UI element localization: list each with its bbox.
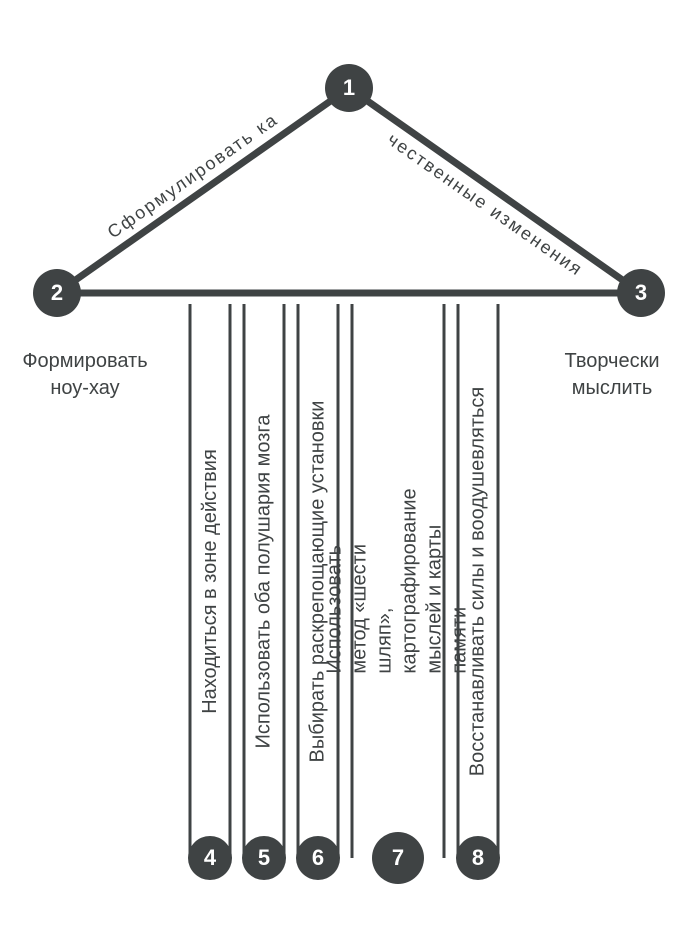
node-3: 3 (617, 269, 665, 317)
caption-left-line1: Формировать (0, 348, 175, 375)
caption-right-line2: мыслить (522, 375, 698, 402)
node-2-number: 2 (51, 280, 63, 306)
diagram-root: Сформулировать ка чественные изменения 1… (0, 0, 698, 934)
node-5-number: 5 (258, 845, 270, 871)
column-8: Восстанавливать силы и воодушевляться (458, 304, 498, 858)
node-8-number: 8 (472, 845, 484, 871)
node-7: 7 (372, 832, 424, 884)
caption-right: Творчески мыслить (522, 348, 698, 402)
node-1-number: 1 (343, 75, 355, 101)
node-4: 4 (188, 836, 232, 880)
column-7-text: Использовать метод «шести шляп», картогр… (323, 488, 473, 673)
caption-left-line2: ноу-хау (0, 375, 175, 402)
column-7: Использовать метод «шести шляп», картогр… (352, 304, 444, 858)
column-5-text: Использовать оба полушария мозга (253, 414, 276, 748)
node-5: 5 (242, 836, 286, 880)
node-7-number: 7 (392, 845, 404, 871)
node-6-number: 6 (312, 845, 324, 871)
triangle-label-left: Сформулировать ка (103, 109, 282, 243)
column-5: Использовать оба полушария мозга (244, 304, 284, 858)
caption-right-line1: Творчески (522, 348, 698, 375)
node-3-number: 3 (635, 280, 647, 306)
node-8: 8 (456, 836, 500, 880)
node-6: 6 (296, 836, 340, 880)
column-7-text-line1: Использовать метод «шести шляп», (323, 488, 398, 673)
connector-lines (0, 0, 698, 934)
triangle-label-right: чественные изменения (383, 129, 587, 281)
caption-left: Формировать ноу-хау (0, 348, 175, 402)
node-1: 1 (325, 64, 373, 112)
column-8-text: Восстанавливать силы и воодушевляться (467, 386, 490, 776)
column-4: Находиться в зоне действия (190, 304, 230, 858)
node-2: 2 (33, 269, 81, 317)
node-4-number: 4 (204, 845, 216, 871)
column-4-text: Находиться в зоне действия (199, 449, 222, 714)
